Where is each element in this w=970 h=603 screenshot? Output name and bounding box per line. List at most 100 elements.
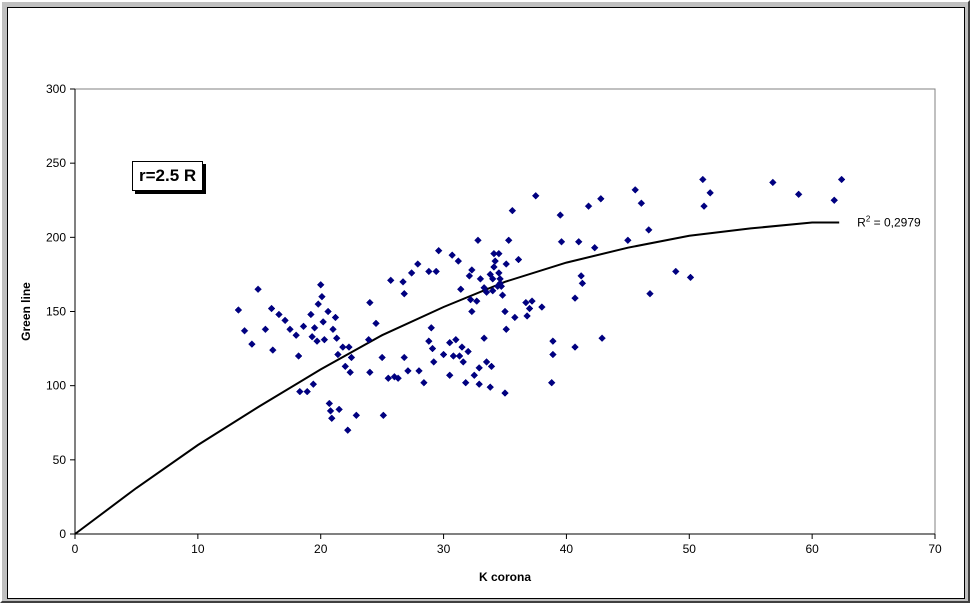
data-point	[286, 325, 294, 334]
data-point	[267, 304, 276, 313]
x-tick-label: 30	[437, 542, 451, 556]
data-point	[531, 192, 540, 200]
data-point	[261, 325, 270, 334]
data-point	[452, 335, 460, 344]
y-tick-label: 300	[46, 82, 66, 96]
y-axis-title: Green line	[19, 282, 33, 341]
data-point	[490, 263, 498, 271]
data-point	[434, 246, 443, 255]
data-point	[468, 266, 476, 274]
y-tick-label: 50	[53, 453, 67, 467]
data-point	[470, 371, 479, 380]
data-point	[334, 350, 342, 359]
data-point	[549, 337, 557, 345]
data-point	[523, 312, 531, 320]
data-point	[486, 383, 495, 391]
data-point	[830, 196, 839, 205]
data-point	[672, 267, 680, 276]
data-point	[439, 350, 448, 359]
data-point	[294, 352, 303, 360]
data-point	[445, 371, 454, 380]
data-point	[427, 324, 436, 332]
data-point	[501, 389, 509, 397]
data-point	[425, 267, 433, 276]
data-point	[332, 334, 341, 342]
data-point	[445, 338, 454, 347]
data-point	[364, 335, 373, 344]
data-point	[578, 279, 587, 288]
data-point	[472, 297, 481, 305]
data-point	[378, 353, 386, 362]
data-point	[511, 313, 519, 322]
data-point	[346, 368, 354, 377]
data-point	[700, 202, 708, 210]
x-axis-title: K corona	[479, 570, 531, 584]
data-point	[706, 189, 714, 197]
data-point	[488, 275, 497, 283]
data-point	[482, 288, 491, 296]
data-point	[501, 307, 509, 316]
data-point	[454, 257, 463, 265]
data-point	[590, 243, 599, 252]
data-point	[461, 378, 470, 387]
data-point	[574, 238, 583, 246]
data-point	[428, 344, 437, 353]
data-point	[488, 286, 497, 295]
data-point	[425, 337, 433, 345]
data-point	[308, 332, 316, 341]
data-point	[502, 260, 510, 268]
data-point	[316, 281, 325, 289]
data-point	[299, 322, 308, 331]
data-point	[475, 380, 483, 388]
data-point	[466, 295, 475, 304]
data-point	[310, 324, 319, 332]
data-point	[497, 282, 506, 291]
data-point	[584, 202, 593, 210]
data-point	[474, 236, 482, 245]
data-point	[399, 278, 407, 286]
data-point	[345, 343, 353, 351]
data-point	[646, 289, 654, 298]
data-point	[343, 426, 352, 434]
data-point	[318, 292, 326, 301]
data-point	[502, 325, 510, 334]
data-point	[482, 358, 491, 366]
data-point	[464, 347, 472, 356]
data-point	[269, 346, 277, 354]
data-point	[465, 272, 474, 280]
data-point	[490, 249, 498, 258]
x-tick-label: 20	[314, 542, 328, 556]
data-point	[549, 350, 557, 359]
data-point	[379, 411, 388, 420]
data-point	[347, 353, 356, 362]
data-point	[475, 364, 483, 372]
data-point	[400, 353, 409, 362]
axes	[70, 88, 936, 539]
data-point	[331, 313, 340, 322]
data-point	[571, 294, 579, 302]
data-point	[508, 206, 517, 215]
data-point	[414, 260, 422, 268]
data-point	[571, 343, 579, 351]
data-point	[455, 352, 464, 360]
y-tick-label: 200	[46, 230, 66, 244]
data-point	[324, 307, 332, 316]
data-point	[384, 374, 393, 383]
data-point	[326, 407, 335, 415]
data-point	[557, 238, 566, 246]
x-tick-label: 70	[928, 542, 942, 556]
data-point	[309, 380, 318, 388]
data-point	[522, 298, 530, 307]
data-point	[415, 367, 423, 375]
data-point	[794, 190, 803, 199]
data-point	[631, 186, 639, 194]
data-point	[400, 289, 409, 298]
data-point	[468, 307, 476, 316]
y-tick-label: 150	[46, 305, 66, 319]
data-point	[837, 175, 846, 184]
data-point	[699, 175, 707, 184]
scatter-chart: 0 10 20 30 40 50 60 70 0 50 100 150 200 250 300 K coron…	[19, 82, 942, 584]
data-point	[296, 387, 304, 396]
data-point	[339, 343, 347, 351]
